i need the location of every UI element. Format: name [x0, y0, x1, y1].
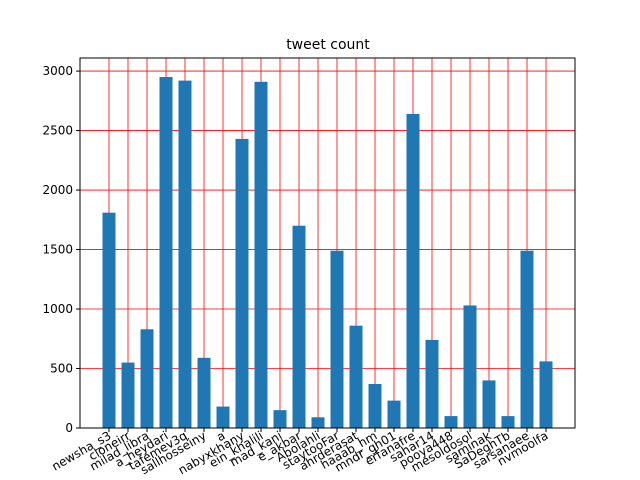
bar	[216, 406, 230, 428]
bar	[292, 225, 306, 428]
y-tick-label: 1500	[42, 243, 73, 257]
bar	[406, 113, 420, 429]
plot-frame	[79, 57, 576, 429]
y-tick-label: 0	[65, 421, 73, 435]
bar	[539, 361, 553, 428]
bar	[425, 339, 439, 428]
bar	[121, 362, 135, 428]
bar	[330, 250, 344, 428]
bar	[235, 138, 249, 428]
y-tick-label: 2500	[42, 124, 73, 138]
bar	[159, 77, 173, 428]
bar	[178, 80, 192, 429]
bar	[311, 417, 325, 428]
bar	[349, 325, 363, 428]
bar	[140, 329, 154, 428]
bar	[368, 383, 382, 428]
bar	[273, 410, 287, 428]
bar	[482, 380, 496, 428]
bar	[254, 81, 268, 428]
bar	[197, 357, 211, 428]
bar	[501, 416, 515, 428]
bar	[520, 250, 534, 428]
y-tick-label: 1000	[42, 302, 73, 316]
bar	[102, 212, 116, 428]
y-tick-label: 3000	[42, 64, 73, 78]
y-tick-label: 500	[50, 362, 73, 376]
chart-title: tweet count	[286, 37, 370, 53]
bar	[444, 416, 458, 428]
y-tick-label: 2000	[42, 183, 73, 197]
bar	[387, 400, 401, 428]
bar	[463, 305, 477, 428]
